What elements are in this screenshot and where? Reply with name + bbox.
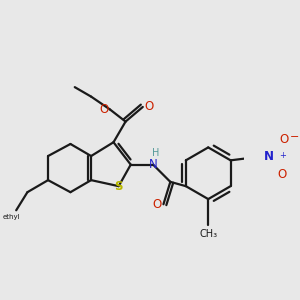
- Text: N: N: [149, 158, 158, 171]
- Text: CH₃: CH₃: [199, 229, 217, 238]
- Text: O: O: [279, 133, 289, 146]
- Text: H: H: [152, 148, 159, 158]
- Text: S: S: [114, 180, 123, 193]
- Text: O: O: [278, 168, 287, 181]
- Text: ethyl: ethyl: [3, 214, 21, 220]
- Text: O: O: [99, 103, 109, 116]
- Text: +: +: [279, 151, 286, 160]
- Text: O: O: [144, 100, 153, 113]
- Text: −: −: [290, 132, 299, 142]
- Text: O: O: [152, 198, 161, 211]
- Text: N: N: [263, 150, 274, 164]
